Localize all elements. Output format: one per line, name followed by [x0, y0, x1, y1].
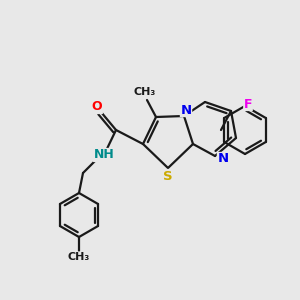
Text: S: S	[163, 169, 173, 182]
Text: N: N	[218, 152, 229, 166]
Text: N: N	[180, 103, 192, 116]
Text: F: F	[244, 98, 252, 110]
Text: NH: NH	[94, 148, 114, 161]
Text: O: O	[92, 100, 102, 113]
Text: CH₃: CH₃	[68, 252, 90, 262]
Text: CH₃: CH₃	[134, 87, 156, 97]
